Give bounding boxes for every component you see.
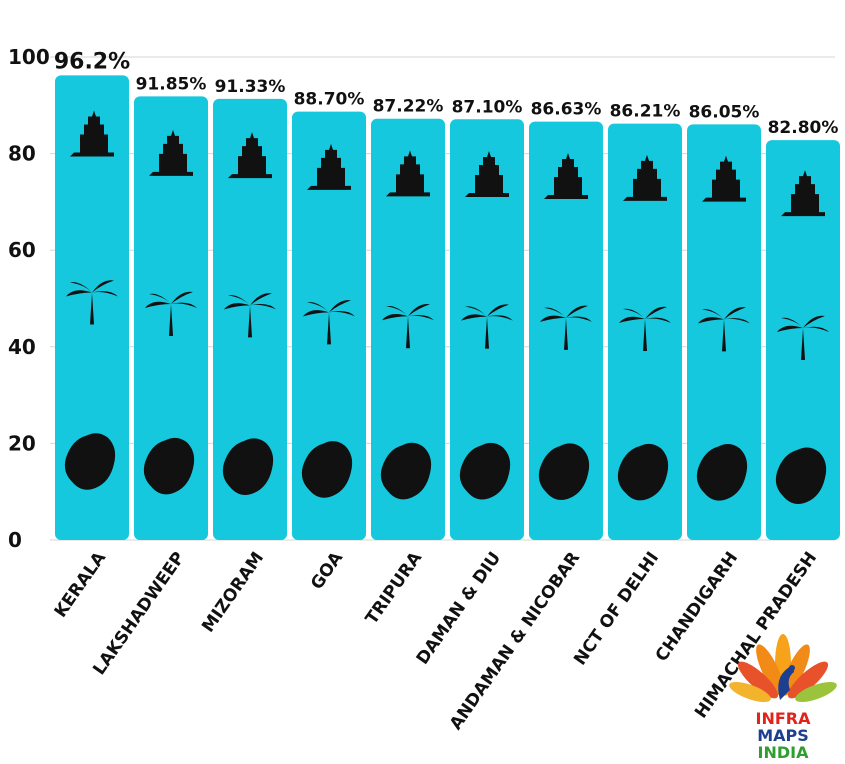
palm-tree-icon [777, 315, 829, 361]
category-label: KERALA [51, 548, 111, 622]
logo-line-2: MAPS [757, 726, 809, 745]
bar-silhouettes [143, 129, 197, 495]
logo-line-3: INDIA [758, 743, 810, 762]
palm-tree-icon [224, 293, 276, 338]
y-tick-label: 0 [8, 528, 22, 552]
y-tick-label: 100 [8, 45, 50, 69]
bar-andaman-nicobar [529, 121, 603, 541]
y-tick-label: 60 [8, 238, 36, 262]
palm-tree-icon [619, 306, 671, 351]
infra-maps-india-logo: INFRA MAPS INDIA [729, 634, 837, 762]
landmark-icon [465, 150, 509, 197]
landmark-icon [307, 143, 351, 190]
bars [55, 75, 840, 541]
data-label: 87.10% [452, 97, 523, 117]
bar-silhouettes [64, 110, 118, 490]
data-label: 86.63% [531, 100, 602, 120]
y-tick-label: 20 [8, 431, 36, 455]
state-map-icon [380, 442, 432, 500]
bar-silhouettes [222, 132, 276, 495]
category-label: CHANDIGARH [652, 548, 742, 665]
landmark-icon [702, 155, 746, 202]
y-tick-label: 80 [8, 142, 36, 166]
landmark-icon [544, 153, 588, 200]
landmark-icon [781, 170, 825, 217]
landmark-icon [70, 110, 114, 157]
palm-tree-icon [303, 300, 355, 345]
data-label: 96.2% [54, 49, 130, 74]
lotus-peacock-icon [729, 634, 837, 702]
bar-mizoram [213, 98, 287, 540]
bar-silhouettes [301, 143, 355, 498]
landmark-icon [149, 129, 193, 176]
state-map-icon [696, 443, 748, 501]
landmark-icon [623, 154, 667, 201]
palm-tree-icon [145, 291, 197, 337]
state-map-icon [301, 441, 353, 498]
data-label: 86.21% [610, 102, 681, 122]
state-map-icon [64, 433, 116, 490]
state-map-icon [538, 443, 590, 500]
category-label: GOA [307, 548, 347, 594]
bar-silhouettes [696, 155, 750, 501]
data-label: 91.33% [215, 77, 286, 97]
data-label: 88.70% [294, 90, 365, 110]
bar-himachal-pradesh [766, 140, 840, 541]
landmark-icon [386, 150, 430, 197]
y-axis-ticks: 0 20 40 60 80 100 [8, 45, 50, 552]
palm-tree-icon [461, 304, 513, 349]
state-map-icon [617, 443, 669, 501]
bar-silhouettes [775, 170, 829, 505]
bar-daman-diu [450, 119, 524, 540]
bar-kerala [55, 75, 129, 540]
category-label: DAMAN & DIU [413, 548, 505, 668]
state-map-icon [775, 447, 827, 505]
landmark-icon [228, 132, 272, 179]
bar-tripura [371, 118, 445, 540]
bar-silhouettes [380, 150, 434, 500]
state-map-icon [222, 438, 274, 495]
bar-lakshadweep [134, 96, 208, 540]
palm-tree-icon [66, 280, 118, 325]
state-map-icon [143, 437, 195, 495]
bar-silhouettes [538, 153, 592, 500]
data-label: 87.22% [373, 97, 444, 117]
bar-chandigarh [687, 124, 761, 540]
bar-silhouettes [617, 154, 671, 501]
palm-tree-icon [382, 304, 434, 349]
data-label: 86.05% [689, 102, 760, 122]
palm-tree-icon [540, 305, 592, 350]
palm-tree-icon [698, 307, 750, 352]
category-label: ANDAMAN & NICOBAR [446, 548, 584, 733]
bar-nct-of-delhi [608, 123, 682, 540]
bar-silhouettes [459, 150, 513, 500]
category-label: NCT OF DELHI [570, 548, 663, 669]
bar-goa [292, 111, 366, 540]
category-label: TRIPURA [362, 548, 427, 629]
data-label: 91.85% [136, 74, 207, 94]
data-label: 82.80% [768, 118, 839, 138]
category-label: MIZORAM [198, 548, 268, 636]
state-map-icon [459, 442, 511, 500]
data-labels: 96.2% 91.85% 91.33% 88.70% 87.22% 87.10% 86.63… [54, 49, 839, 138]
y-tick-label: 40 [8, 335, 36, 359]
logo-line-1: INFRA [756, 709, 812, 728]
